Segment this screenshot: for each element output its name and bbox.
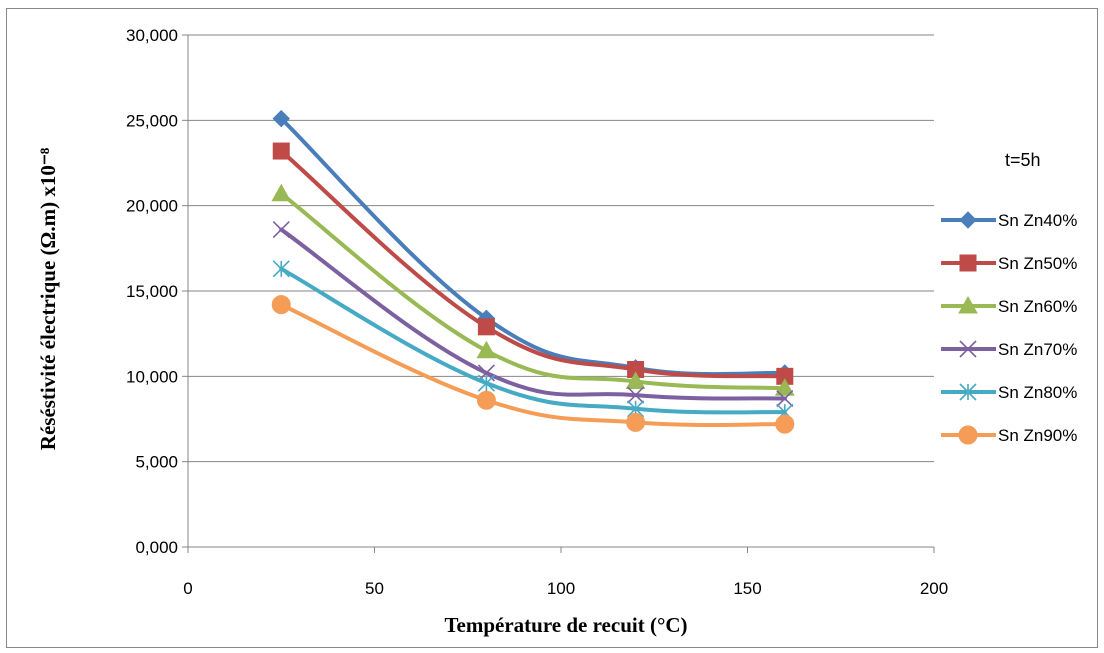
series-line: [279, 227, 787, 401]
data-point-stroke: [272, 220, 290, 239]
series: [272, 142, 794, 385]
legend-item: Sn Zn90%: [941, 425, 1077, 445]
data-point-stroke: [776, 389, 794, 408]
data-point: [774, 378, 795, 396]
data-point: [271, 295, 291, 315]
data-point: [775, 414, 795, 434]
series-line: [279, 149, 787, 379]
legend-label: Sn Zn70%: [998, 340, 1077, 359]
y-tick-label: 15,000: [126, 282, 178, 301]
data-point: [272, 142, 290, 160]
data-point: [477, 318, 495, 336]
legend-item: Sn Zn60%: [941, 295, 1077, 316]
axes: 0,000 5,000 10,000 15,000 20,000 25,000 30,000…: [126, 26, 948, 598]
x-tick-label: 200: [920, 579, 948, 598]
x-tick-label: 150: [733, 579, 761, 598]
data-point: [626, 412, 646, 432]
legend-item: Sn Zn40%: [941, 211, 1077, 230]
legend-label: Sn Zn90%: [998, 426, 1077, 445]
data-point-stroke: [627, 386, 645, 404]
legend-label: Sn Zn50%: [998, 254, 1077, 273]
data-point: [958, 295, 978, 314]
series-line: [279, 266, 787, 415]
y-tick-label: 30,000: [126, 26, 178, 45]
data-point: [625, 371, 646, 389]
legend: Sn Zn40% Sn Zn50% Sn Zn60% Sn Zn70% Sn Zn80%…: [941, 211, 1077, 445]
data-point: [476, 390, 496, 410]
x-tick-label: 0: [183, 579, 192, 598]
y-tick-label: 5,000: [135, 453, 178, 472]
x-tick-label: 50: [365, 579, 384, 598]
legend-title: t=5h: [1005, 150, 1041, 170]
legend-item: Sn Zn70%: [941, 340, 1077, 359]
data-point: [272, 260, 290, 278]
data-point: [959, 211, 977, 229]
data-point-stroke: [959, 340, 977, 358]
gridlines: [188, 34, 934, 463]
series: [271, 295, 795, 434]
data-point: [959, 383, 977, 401]
y-tick-label: 0,000: [135, 538, 178, 557]
legend-label: Sn Zn40%: [998, 211, 1077, 230]
data-point: [776, 389, 794, 408]
series-line: [279, 191, 787, 391]
legend-label: Sn Zn60%: [998, 297, 1077, 316]
legend-label: Sn Zn80%: [998, 383, 1077, 402]
y-axis-title: Réséstivité électrique (Ω.m) x10⁻⁸: [36, 148, 60, 450]
series-line: [279, 116, 787, 377]
legend-item: Sn Zn80%: [941, 383, 1077, 402]
series-lines: [271, 109, 795, 434]
legend-item: Sn Zn50%: [941, 254, 1077, 273]
y-tick-label: 20,000: [126, 197, 178, 216]
data-point: [958, 425, 978, 445]
x-tick-label: 100: [547, 579, 575, 598]
data-point: [959, 340, 977, 358]
data-point: [959, 254, 977, 272]
data-point: [272, 109, 290, 128]
series-line: [279, 302, 787, 427]
x-axis-title: Température de recuit (°C): [444, 613, 687, 637]
y-tick-label: 10,000: [126, 367, 178, 386]
y-tick-label: 25,000: [126, 111, 178, 130]
data-point: [627, 386, 645, 404]
series: [272, 220, 794, 408]
data-point: [272, 220, 290, 239]
series: [271, 183, 795, 396]
data-point: [271, 183, 292, 202]
data-point: [476, 340, 497, 359]
data-point: [477, 374, 495, 392]
